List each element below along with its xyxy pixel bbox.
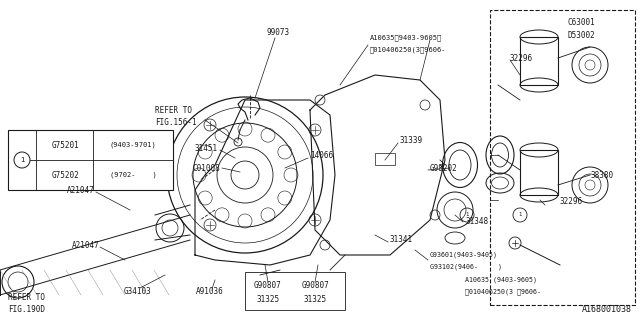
Text: G75201: G75201 [51,140,79,149]
Text: 1: 1 [518,212,522,218]
Text: A10635を9403-9605ん: A10635を9403-9605ん [370,35,442,41]
Bar [375,153,395,165]
Text: 1: 1 [20,157,24,163]
Text: A91036: A91036 [196,287,224,297]
Text: G98202: G98202 [430,164,458,172]
Text: G90807: G90807 [254,281,282,290]
Bar [245,272,345,310]
Text: D53002: D53002 [567,30,595,39]
Text: G93102(9406-     ): G93102(9406- ) [430,264,502,270]
Text: 1: 1 [465,212,468,218]
Text: 32296: 32296 [510,53,533,62]
Text: Ⓑ010406250(3ん9606-: Ⓑ010406250(3ん9606- [370,47,447,53]
Text: G90807: G90807 [301,281,329,290]
Text: 31325: 31325 [303,295,326,305]
Text: Ⓑ010406250(3 ⥠9606-: Ⓑ010406250(3 ⥠9606- [465,289,541,295]
Text: (9702-    ): (9702- ) [109,172,156,178]
Text: A168001038: A168001038 [582,306,632,315]
Text: A21047: A21047 [67,186,95,195]
Text: REFER TO: REFER TO [8,293,45,302]
Text: A21047: A21047 [72,241,100,250]
Bar [490,10,635,305]
Text: 31451: 31451 [195,143,218,153]
Bar [520,150,558,195]
Text: G75202: G75202 [51,171,79,180]
Text: 99073: 99073 [266,28,289,36]
Text: 14066: 14066 [310,150,333,159]
Text: G34103: G34103 [124,287,152,297]
Bar [520,37,558,85]
Text: 31348: 31348 [465,218,488,227]
Text: FIG.156-1: FIG.156-1 [155,117,196,126]
Text: 32296: 32296 [560,197,583,206]
Text: 38380: 38380 [591,171,614,180]
Text: (9403-9701): (9403-9701) [109,142,156,148]
Bar [8,130,173,190]
Text: C63001: C63001 [567,18,595,27]
Text: A10635 (9403-9605): A10635 (9403-9605) [465,277,537,283]
Text: 31341: 31341 [390,236,413,244]
Text: 31325: 31325 [257,295,280,305]
Text: G93601(9403-9405): G93601(9403-9405) [430,252,498,258]
Text: 31339: 31339 [400,135,423,145]
Text: REFER TO: REFER TO [155,106,192,115]
Text: C01008: C01008 [192,164,220,172]
Text: FIG.190D: FIG.190D [8,306,45,315]
